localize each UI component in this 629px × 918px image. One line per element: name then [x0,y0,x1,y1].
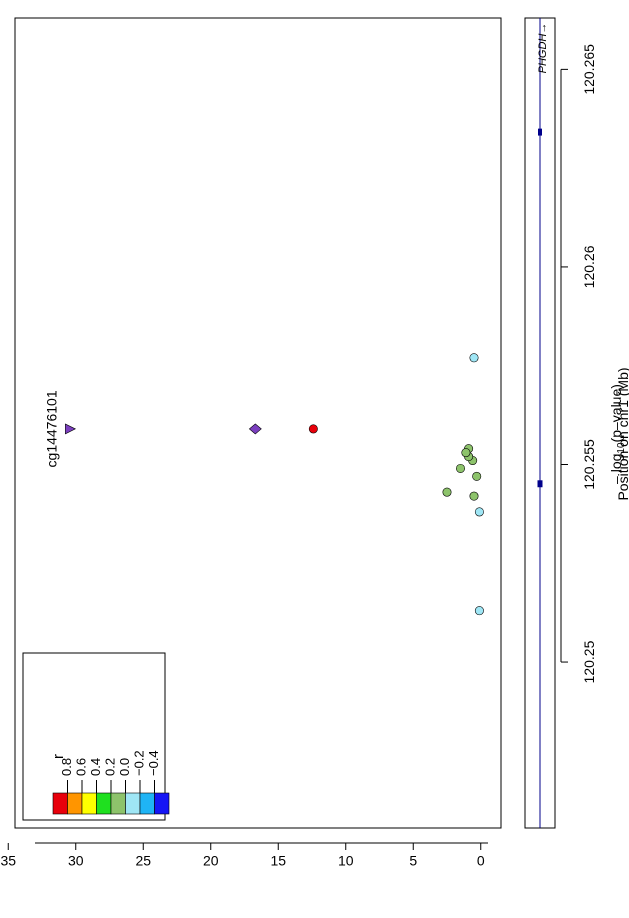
legend-label: 0.4 [88,758,103,776]
y-axis-label-suffix: (p–value) [608,384,624,442]
legend-label: −0.4 [146,750,161,776]
legend-label: 0.6 [73,758,88,776]
gene-exon [538,128,542,136]
lead-probe-label: cg14476101 [43,390,59,467]
data-points [65,353,484,616]
legend-swatch [125,792,141,815]
gene-exon [537,480,543,488]
legend-swatches [52,792,170,815]
x-tick-label: 120.25 [581,640,597,683]
x-tick-label: 120.265 [581,44,597,95]
legend-title: r [50,754,67,759]
legend-label: −0.2 [131,750,146,776]
x-axis-label: Position on chr1 (Mb) [615,367,629,500]
data-point [308,424,318,434]
data-point [469,491,479,501]
legend-swatch [139,792,155,815]
gene-label: PHGDH→ [537,23,549,74]
legend-swatch [110,792,126,815]
data-point [474,606,484,616]
gene-arrow: → [537,23,549,34]
legend: r 0.8 0.6 0.4 0.2 0.0 −0.2 −0.4 [22,652,170,821]
x-tick-label: 120.26 [581,245,597,288]
legend-label: 0.0 [117,758,132,776]
data-point [248,423,262,435]
x-tick-label: 120.255 [581,439,597,490]
y-tick-label: 20 [203,853,219,869]
y-tick-label: 5 [409,853,417,869]
x-axis: 120.25 120.255 120.26 120.265 Position on c… [560,44,629,683]
y-axis-label-subscript: 10 [616,442,627,454]
data-point [442,487,452,497]
x-axis-ticks: 120.25 120.255 120.26 120.265 [560,44,597,683]
legend-swatch [96,792,112,815]
y-axis-label: – log10(p–value) [608,384,627,484]
legend-swatch [67,792,83,815]
y-tick-label: 10 [338,853,354,869]
data-point [472,471,482,481]
legend-swatch [52,792,68,815]
legend-label: 0.2 [102,758,117,776]
legend-label: 0.8 [59,758,74,776]
y-tick-label: 0 [477,853,485,869]
data-point [455,463,465,473]
y-tick-label: 30 [68,853,84,869]
y-axis-label-prefix: – log [608,454,624,484]
data-point [474,507,484,517]
legend-swatch [154,792,170,815]
legend-frame [22,652,166,821]
data-point [65,423,77,435]
y-tick-label: 15 [270,853,286,869]
y-tick-label: 35 [0,853,16,869]
y-tick-label: 25 [135,853,151,869]
gene-name: PHGDH [537,34,549,74]
data-point [461,448,471,458]
y-axis-ticks: 0 5 10 15 20 25 30 35 [0,843,485,869]
data-point [469,353,479,363]
gene-track [537,18,543,828]
main-plot-frame [14,17,502,829]
legend-swatch [81,792,97,815]
legend-labels: 0.8 0.6 0.4 0.2 0.0 −0.2 −0.4 [59,750,161,793]
